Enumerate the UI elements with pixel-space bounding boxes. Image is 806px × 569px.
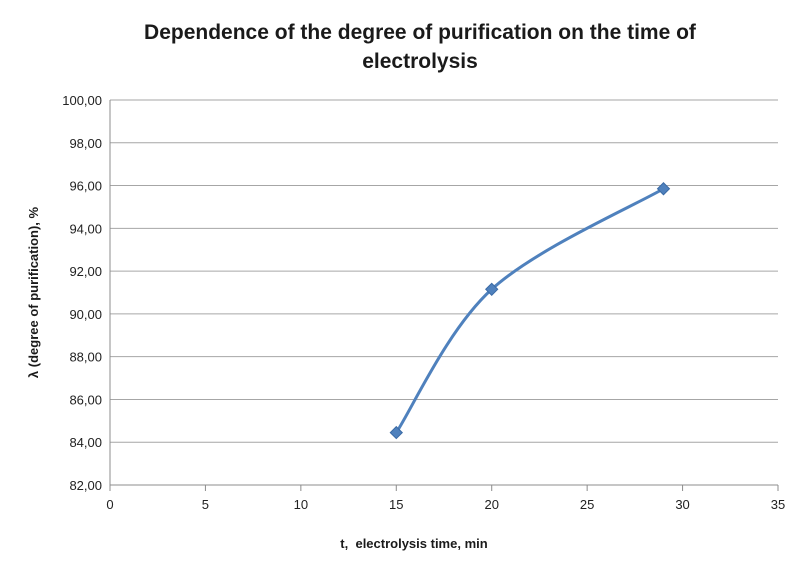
y-tick-label: 84,00 [69, 435, 102, 450]
x-axis-title: t, electrolysis time, min [340, 536, 487, 551]
y-tick-label: 94,00 [69, 221, 102, 236]
y-tick-label: 88,00 [69, 350, 102, 365]
y-tick-label: 82,00 [69, 478, 102, 493]
x-tick-label: 10 [294, 497, 308, 512]
series-line [395, 187, 665, 434]
y-tick-label: 96,00 [69, 179, 102, 194]
x-tick-label: 0 [106, 497, 113, 512]
y-axis-title: λ (degree of purification), % [26, 206, 41, 378]
x-tick-label: 20 [484, 497, 498, 512]
y-tick-label: 98,00 [69, 136, 102, 151]
y-tick-label: 86,00 [69, 392, 102, 407]
x-tick-label: 35 [771, 497, 785, 512]
data-point [389, 425, 403, 440]
x-tick-label: 25 [580, 497, 594, 512]
y-tick-label: 90,00 [69, 307, 102, 322]
y-tick-label: 100,00 [62, 93, 102, 108]
chart-title: Dependence of the degree of purification… [144, 21, 696, 73]
x-tick-label: 5 [202, 497, 209, 512]
data-point [485, 282, 499, 296]
data-point [656, 182, 671, 196]
x-tick-label: 30 [675, 497, 689, 512]
y-tick-label: 92,00 [69, 264, 102, 279]
x-tick-label: 15 [389, 497, 403, 512]
